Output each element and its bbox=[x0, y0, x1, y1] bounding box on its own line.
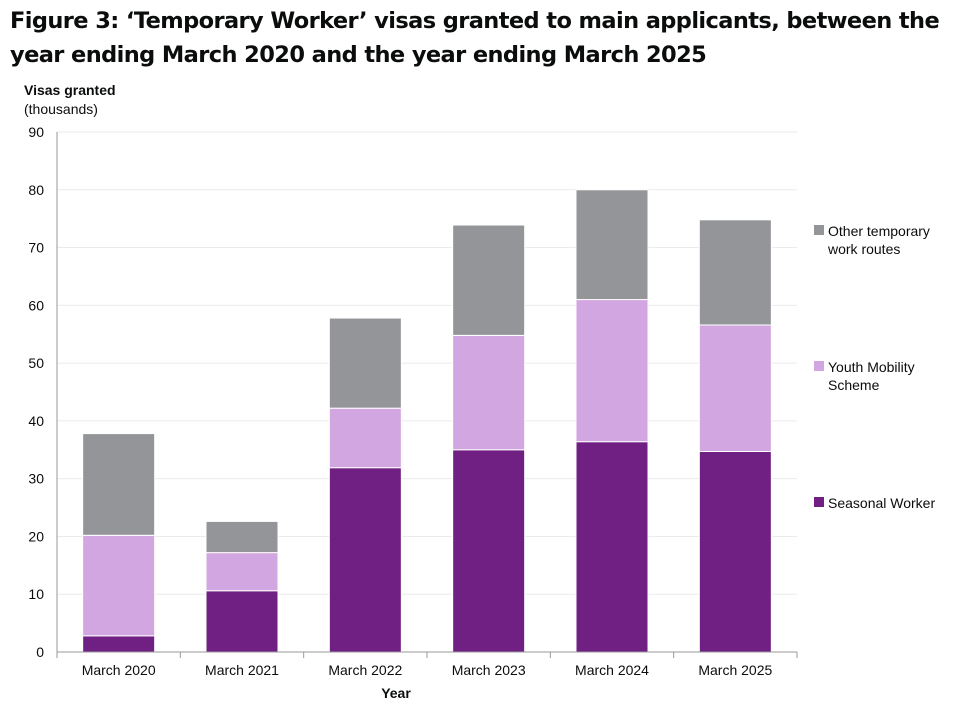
legend: Other temporary work routes Youth Mobility… bbox=[814, 223, 935, 511]
y-axis-unit-label: (thousands) bbox=[24, 101, 98, 117]
y-tick-label: 50 bbox=[28, 355, 44, 371]
bar-segment-other-temporary-work-routes bbox=[698, 219, 772, 326]
bar-segment-seasonal-worker bbox=[82, 635, 156, 653]
y-tick-labels: 0 10 20 30 40 50 60 70 80 90 bbox=[28, 124, 44, 660]
y-tick-label: 10 bbox=[28, 586, 44, 602]
legend-label: Seasonal Worker bbox=[828, 495, 935, 511]
axes bbox=[56, 132, 798, 658]
legend-label: Youth Mobility bbox=[828, 359, 915, 375]
x-tick-label: March 2021 bbox=[205, 662, 279, 678]
x-axis-label: Year bbox=[381, 685, 411, 701]
y-tick-label: 30 bbox=[28, 471, 44, 487]
y-tick-label: 40 bbox=[28, 413, 44, 429]
bar-segment-other-temporary-work-routes bbox=[328, 317, 402, 409]
bar-segment-other-temporary-work-routes bbox=[205, 520, 279, 554]
y-tick-label: 20 bbox=[28, 528, 44, 544]
x-tick-label: March 2024 bbox=[575, 662, 649, 678]
legend-label: work routes bbox=[827, 241, 900, 257]
legend-label: Other temporary bbox=[828, 223, 930, 239]
bar-segment-seasonal-worker bbox=[575, 441, 649, 653]
y-tick-label: 70 bbox=[28, 240, 44, 256]
x-tick-label: March 2022 bbox=[328, 662, 402, 678]
y-tick-label: 0 bbox=[36, 644, 44, 660]
bar-segment-seasonal-worker bbox=[452, 449, 526, 653]
y-axis-label: Visas granted bbox=[24, 82, 116, 98]
bar-segment-other-temporary-work-routes bbox=[82, 433, 156, 536]
legend-swatch bbox=[814, 497, 824, 507]
bar-segment-seasonal-worker bbox=[698, 451, 772, 653]
x-tick-label: March 2020 bbox=[82, 662, 156, 678]
bar-segment-youth-mobility-scheme bbox=[575, 299, 649, 443]
legend-swatch bbox=[814, 225, 824, 235]
x-tick-label: March 2023 bbox=[452, 662, 526, 678]
y-tick-label: 60 bbox=[28, 297, 44, 313]
x-tick-labels: March 2020 March 2021 March 2022 March 2023… bbox=[82, 662, 773, 678]
x-tick-label: March 2025 bbox=[698, 662, 772, 678]
legend-label: Scheme bbox=[828, 377, 880, 393]
bar-segment-youth-mobility-scheme bbox=[328, 407, 402, 469]
bars bbox=[82, 189, 772, 653]
y-tick-label: 90 bbox=[28, 124, 44, 140]
chart-title: Figure 3: ‘Temporary Worker’ visas grant… bbox=[10, 8, 940, 68]
bar-segment-youth-mobility-scheme bbox=[698, 324, 772, 453]
y-tick-label: 80 bbox=[28, 182, 44, 198]
bar-segment-youth-mobility-scheme bbox=[205, 552, 279, 592]
bar-segment-seasonal-worker bbox=[328, 467, 402, 653]
legend-swatch bbox=[814, 361, 824, 371]
bar-segment-seasonal-worker bbox=[205, 590, 279, 653]
bar-segment-youth-mobility-scheme bbox=[452, 334, 526, 451]
bar-segment-other-temporary-work-routes bbox=[452, 224, 526, 336]
gridlines bbox=[57, 131, 797, 595]
bar-segment-youth-mobility-scheme bbox=[82, 534, 156, 637]
bar-segment-other-temporary-work-routes bbox=[575, 189, 649, 301]
